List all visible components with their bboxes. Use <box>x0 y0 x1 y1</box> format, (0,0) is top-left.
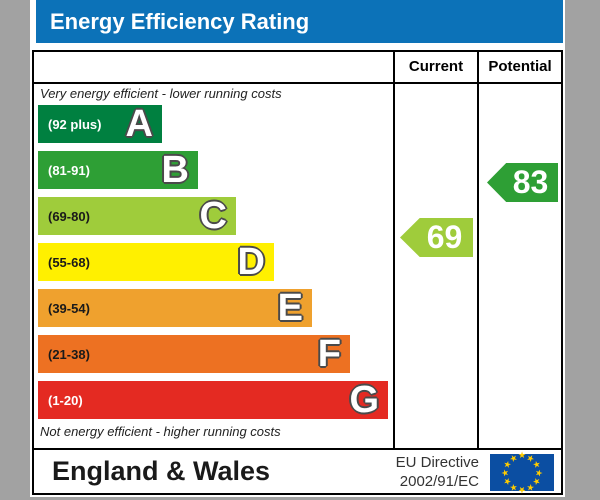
potential-rating-value: 83 <box>512 164 549 200</box>
rating-chart-frame: Current Potential Very energy efficient … <box>32 50 563 495</box>
band-e-range: (39-54) <box>48 300 90 316</box>
band-c-range: (69-80) <box>48 208 90 224</box>
eu-directive-line1: EU Directive <box>395 454 479 471</box>
band-d-letter: D <box>237 241 265 283</box>
eu-directive-line2: 2002/91/EC <box>399 473 479 490</box>
band-b: (81-91) B <box>38 151 198 189</box>
chart-title-bar: Energy Efficiency Rating <box>36 0 563 43</box>
footer-row-divider <box>34 448 561 450</box>
band-a: (92 plus) A <box>38 105 162 143</box>
epc-certificate-panel: Energy Efficiency Rating Current Potenti… <box>30 0 565 497</box>
band-a-range: (92 plus) <box>48 116 102 132</box>
band-f-range: (21-38) <box>48 346 90 362</box>
band-g-letter: G <box>349 379 379 421</box>
potential-rating-arrow: 83 <box>487 163 558 202</box>
band-a-letter: A <box>125 103 153 145</box>
band-g: (1-20) G <box>38 381 388 419</box>
band-f: (21-38) F <box>38 335 350 373</box>
column-header-potential: Potential <box>488 58 552 75</box>
band-e: (39-54) E <box>38 289 312 327</box>
eu-directive-label: EU Directive 2002/91/EC <box>334 453 479 491</box>
band-e-letter: E <box>277 287 303 329</box>
header-row-divider <box>34 82 561 84</box>
band-g-range: (1-20) <box>48 392 83 408</box>
band-b-range: (81-91) <box>48 162 90 178</box>
region-label: England & Wales <box>52 456 271 486</box>
band-b-letter: B <box>161 149 189 191</box>
band-c-letter: C <box>199 195 227 237</box>
band-f-letter: F <box>317 333 341 375</box>
caption-very-efficient: Very energy efficient - lower running co… <box>40 86 282 101</box>
column-header-current: Current <box>408 58 464 75</box>
band-d-range: (55-68) <box>48 254 90 270</box>
eu-flag-icon: ★ ★ ★ ★ ★ ★ ★ ★ ★ ★ ★ ★ <box>490 451 554 495</box>
band-d: (55-68) D <box>38 243 274 281</box>
caption-not-efficient: Not energy efficient - higher running co… <box>40 424 281 439</box>
column-divider-right <box>477 52 479 448</box>
current-rating-arrow: 69 <box>400 218 473 257</box>
chart-title: Energy Efficiency Rating <box>50 9 310 34</box>
column-divider-left <box>393 52 395 448</box>
band-c: (69-80) C <box>38 197 236 235</box>
current-rating-value: 69 <box>426 219 463 255</box>
